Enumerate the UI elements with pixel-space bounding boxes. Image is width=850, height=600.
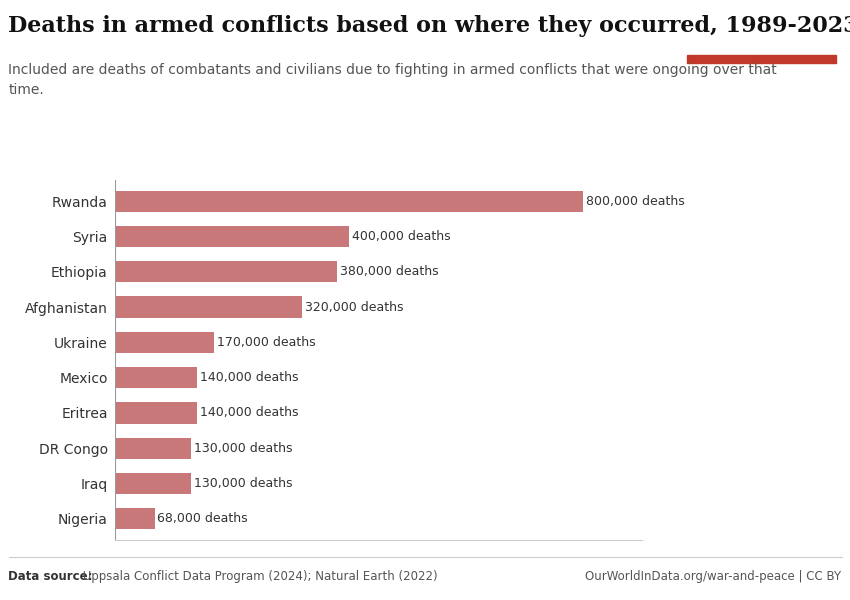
- Bar: [115, 332, 214, 353]
- Text: Included are deaths of combatants and civilians due to fighting in armed conflic: Included are deaths of combatants and ci…: [8, 63, 777, 97]
- Text: 800,000 deaths: 800,000 deaths: [586, 194, 685, 208]
- Text: in Data: in Data: [736, 38, 786, 50]
- Text: 130,000 deaths: 130,000 deaths: [194, 477, 292, 490]
- Text: 130,000 deaths: 130,000 deaths: [194, 442, 292, 455]
- Bar: [687, 55, 836, 63]
- Bar: [115, 437, 191, 459]
- Text: OurWorldInData.org/war-and-peace | CC BY: OurWorldInData.org/war-and-peace | CC BY: [586, 570, 842, 583]
- Bar: [115, 191, 583, 212]
- Bar: [115, 508, 155, 529]
- Bar: [115, 296, 302, 317]
- Text: Deaths in armed conflicts based on where they occurred, 1989-2023: Deaths in armed conflicts based on where…: [8, 15, 850, 37]
- Text: 140,000 deaths: 140,000 deaths: [200, 406, 298, 419]
- Bar: [115, 473, 191, 494]
- Text: Data source:: Data source:: [8, 570, 93, 583]
- Text: 320,000 deaths: 320,000 deaths: [305, 301, 404, 314]
- Bar: [115, 367, 196, 388]
- Text: Uppsala Conflict Data Program (2024); Natural Earth (2022): Uppsala Conflict Data Program (2024); Na…: [79, 570, 438, 583]
- Bar: [115, 226, 349, 247]
- Text: 170,000 deaths: 170,000 deaths: [218, 336, 316, 349]
- Bar: [115, 261, 337, 283]
- Text: Our World: Our World: [726, 20, 796, 33]
- Bar: [115, 403, 196, 424]
- Text: 400,000 deaths: 400,000 deaths: [352, 230, 450, 243]
- Text: 380,000 deaths: 380,000 deaths: [340, 265, 439, 278]
- Text: 68,000 deaths: 68,000 deaths: [157, 512, 248, 526]
- Text: 140,000 deaths: 140,000 deaths: [200, 371, 298, 384]
